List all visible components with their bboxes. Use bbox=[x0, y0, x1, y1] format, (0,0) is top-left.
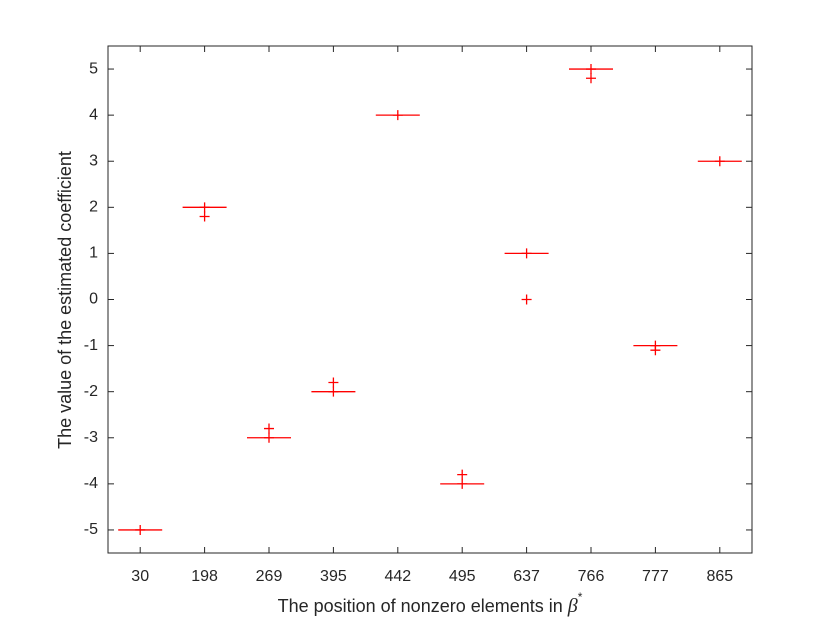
outlier bbox=[328, 377, 339, 388]
x-tick-label: 777 bbox=[642, 568, 669, 585]
x-axis-label-superscript: * bbox=[578, 590, 583, 604]
outlier bbox=[457, 478, 468, 489]
y-tick-label: -5 bbox=[84, 521, 98, 538]
outlier bbox=[264, 432, 274, 443]
y-tick-label: 3 bbox=[89, 152, 98, 169]
outlier bbox=[521, 294, 532, 305]
outlier bbox=[328, 386, 339, 397]
y-tick-label: -2 bbox=[84, 383, 98, 400]
x-axis-label: The position of nonzero elements in β* bbox=[278, 590, 583, 616]
y-tick-label: 2 bbox=[89, 199, 98, 216]
outlier bbox=[586, 64, 596, 75]
y-tick-label: -3 bbox=[84, 429, 98, 446]
outlier bbox=[199, 202, 210, 213]
y-tick-label: 1 bbox=[89, 245, 98, 262]
outlier bbox=[714, 156, 725, 167]
x-tick-label: 198 bbox=[191, 568, 218, 585]
outlier bbox=[135, 524, 146, 535]
x-tick-label: 30 bbox=[131, 568, 149, 585]
y-tick-label: 4 bbox=[89, 106, 98, 123]
x-tick-label: 495 bbox=[449, 568, 476, 585]
outlier bbox=[650, 345, 661, 356]
outlier bbox=[264, 423, 274, 434]
outlier bbox=[521, 248, 532, 259]
x-axis-label-text: The position of nonzero elements in bbox=[278, 596, 568, 616]
x-tick-label: 442 bbox=[384, 568, 411, 585]
x-tick-label: 395 bbox=[320, 568, 347, 585]
y-tick-label: -1 bbox=[84, 337, 98, 354]
x-tick-label: 865 bbox=[706, 568, 733, 585]
y-tick-label: 5 bbox=[89, 60, 98, 77]
y-tick-label: -4 bbox=[84, 475, 98, 492]
x-axis-label-symbol: β bbox=[567, 595, 578, 617]
y-axis-label: The value of the estimated coefficient bbox=[55, 151, 75, 449]
outlier bbox=[586, 73, 596, 84]
outlier bbox=[199, 211, 210, 222]
outlier bbox=[457, 469, 468, 480]
x-tick-label: 766 bbox=[578, 568, 605, 585]
x-tick-label: 269 bbox=[256, 568, 283, 585]
outlier bbox=[392, 110, 403, 121]
y-tick-label: 0 bbox=[89, 291, 98, 308]
x-tick-label: 637 bbox=[513, 568, 540, 585]
